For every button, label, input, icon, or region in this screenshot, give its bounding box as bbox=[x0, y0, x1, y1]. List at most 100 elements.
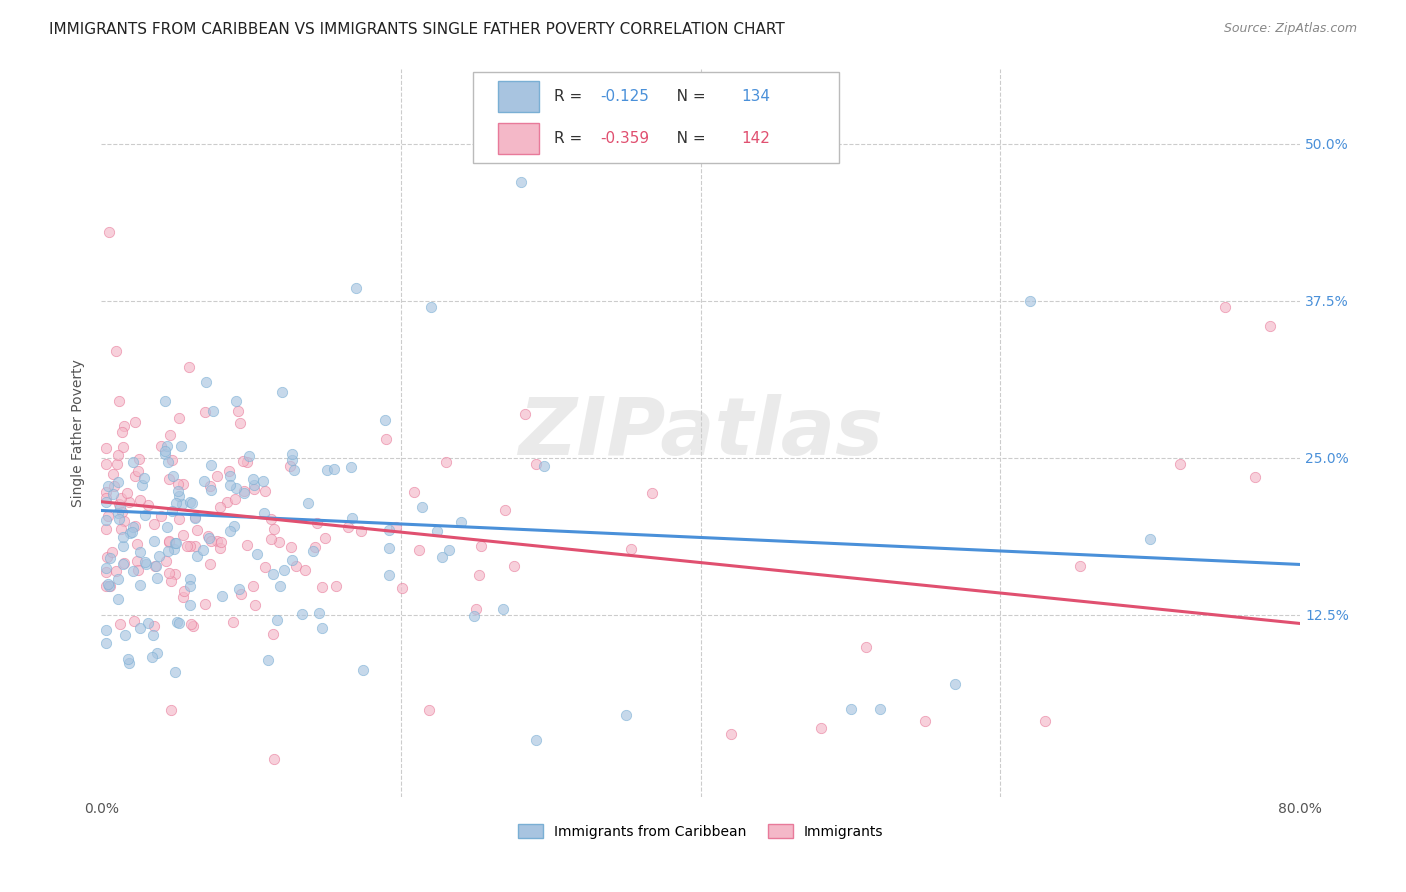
Point bbox=[150, 509, 173, 524]
Point bbox=[311, 621, 333, 635]
Point bbox=[112, 419, 135, 434]
Point bbox=[110, 491, 132, 505]
Point bbox=[252, 506, 274, 520]
Point bbox=[98, 578, 121, 592]
Point bbox=[143, 533, 166, 548]
Point bbox=[855, 640, 877, 654]
Point bbox=[194, 405, 217, 419]
Point bbox=[157, 566, 180, 581]
Point bbox=[524, 733, 547, 747]
Point bbox=[165, 536, 187, 550]
Point bbox=[256, 653, 278, 667]
Point bbox=[211, 589, 233, 603]
Point bbox=[308, 607, 330, 621]
Point bbox=[242, 578, 264, 592]
Text: -0.125: -0.125 bbox=[600, 89, 648, 104]
Point bbox=[117, 652, 139, 666]
Point bbox=[252, 474, 274, 488]
Point bbox=[1244, 469, 1267, 483]
Point bbox=[205, 469, 228, 483]
Point bbox=[107, 592, 129, 607]
Point bbox=[418, 703, 440, 717]
Point bbox=[128, 452, 150, 467]
Point bbox=[263, 752, 285, 766]
Point bbox=[157, 544, 180, 558]
Point bbox=[434, 455, 457, 469]
Point bbox=[179, 598, 201, 612]
Point bbox=[111, 539, 134, 553]
Point bbox=[179, 572, 201, 586]
Point bbox=[179, 579, 201, 593]
Point bbox=[254, 484, 277, 499]
Point bbox=[281, 553, 304, 567]
Point bbox=[314, 531, 336, 545]
Point bbox=[183, 619, 205, 633]
Point bbox=[118, 526, 141, 541]
Point bbox=[163, 536, 186, 550]
Point bbox=[281, 453, 304, 467]
Point bbox=[172, 497, 194, 511]
FancyBboxPatch shape bbox=[498, 123, 538, 154]
Point bbox=[202, 404, 225, 418]
Point bbox=[193, 475, 215, 489]
Point bbox=[191, 543, 214, 558]
Point bbox=[166, 615, 188, 630]
Point bbox=[285, 558, 308, 573]
Point bbox=[125, 554, 148, 568]
Point bbox=[107, 572, 129, 586]
Point bbox=[121, 524, 143, 539]
Point bbox=[94, 561, 117, 575]
Legend: Immigrants from Caribbean, Immigrants: Immigrants from Caribbean, Immigrants bbox=[513, 819, 889, 845]
Point bbox=[384, 520, 406, 534]
Point bbox=[122, 615, 145, 629]
Point bbox=[186, 549, 208, 563]
Point bbox=[226, 404, 249, 418]
Point bbox=[209, 535, 232, 549]
Point bbox=[132, 471, 155, 485]
Point bbox=[228, 582, 250, 596]
Point bbox=[378, 541, 401, 555]
Point bbox=[260, 532, 283, 546]
Point bbox=[101, 487, 124, 501]
Point bbox=[492, 601, 515, 615]
Point bbox=[419, 300, 441, 314]
Point bbox=[167, 615, 190, 630]
Text: N =: N = bbox=[662, 89, 711, 104]
Point bbox=[121, 519, 143, 533]
Point bbox=[107, 475, 129, 489]
Point bbox=[172, 590, 194, 604]
Point bbox=[179, 540, 201, 554]
Point bbox=[176, 539, 198, 553]
Point bbox=[1258, 318, 1281, 333]
Point bbox=[157, 533, 180, 548]
Point bbox=[124, 518, 146, 533]
Point bbox=[159, 574, 181, 588]
Point bbox=[208, 500, 231, 515]
Point bbox=[165, 496, 187, 510]
Point bbox=[494, 503, 516, 517]
Point bbox=[262, 627, 284, 641]
Point bbox=[162, 542, 184, 557]
Point bbox=[325, 579, 347, 593]
Point bbox=[125, 537, 148, 551]
Point bbox=[242, 478, 264, 492]
Point bbox=[107, 497, 129, 511]
Text: 142: 142 bbox=[741, 131, 770, 146]
Point bbox=[209, 541, 232, 556]
Point bbox=[222, 519, 245, 533]
Point bbox=[129, 621, 152, 635]
Y-axis label: Single Father Poverty: Single Father Poverty bbox=[72, 359, 86, 507]
Point bbox=[162, 468, 184, 483]
Point bbox=[94, 458, 117, 472]
Point bbox=[181, 496, 204, 510]
Point bbox=[157, 472, 180, 486]
Point bbox=[155, 444, 177, 458]
Point bbox=[200, 483, 222, 498]
Point bbox=[179, 495, 201, 509]
Point bbox=[217, 495, 239, 509]
Point bbox=[111, 425, 134, 440]
Point bbox=[150, 439, 173, 453]
Point bbox=[219, 478, 242, 492]
Point bbox=[411, 500, 433, 514]
Point bbox=[135, 558, 157, 572]
